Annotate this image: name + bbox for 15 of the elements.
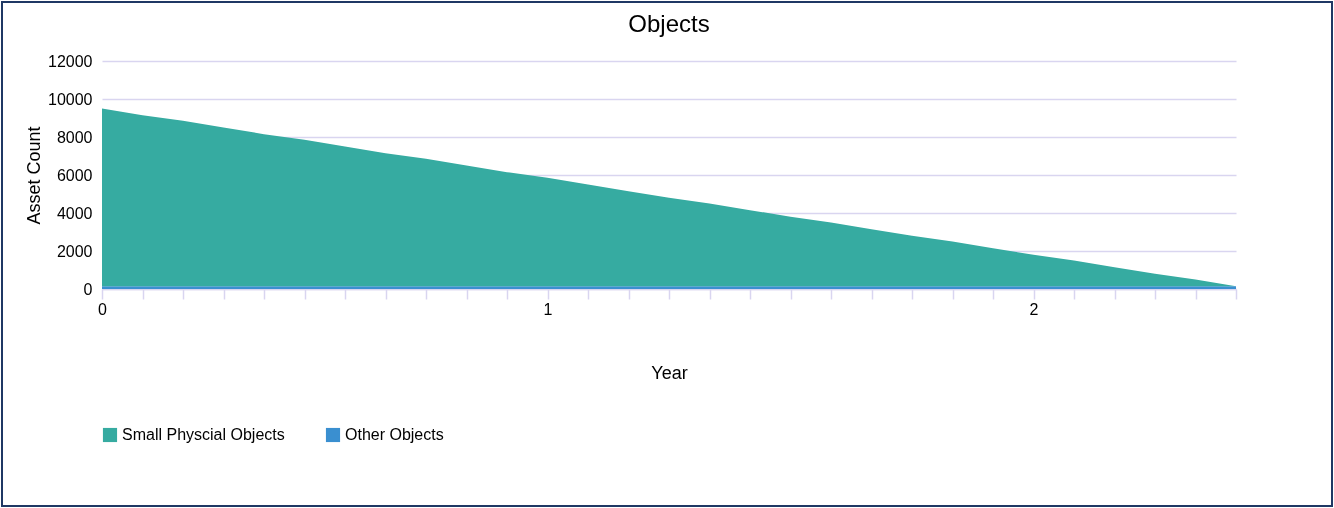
x-tick-label: 0 xyxy=(98,300,108,318)
y-axis-title: Asset Count xyxy=(24,126,45,225)
legend-label: Small Physcial Objects xyxy=(122,426,285,443)
y-tick-label: 8000 xyxy=(56,128,93,146)
legend-label: Other Objects xyxy=(345,426,444,443)
y-tick-label: 6000 xyxy=(56,166,93,184)
y-tick-label: 4000 xyxy=(56,204,93,222)
y-tick-label: 2000 xyxy=(56,242,93,260)
x-tick-label: 2 xyxy=(1029,300,1039,318)
y-tick-label: 0 xyxy=(83,280,93,298)
y-tick-label: 12000 xyxy=(48,52,93,70)
chart-title: Objects xyxy=(628,10,710,37)
y-tick-label: 10000 xyxy=(48,90,93,108)
x-tick-label: 1 xyxy=(543,300,553,318)
x-axis-title: Year xyxy=(651,362,688,383)
